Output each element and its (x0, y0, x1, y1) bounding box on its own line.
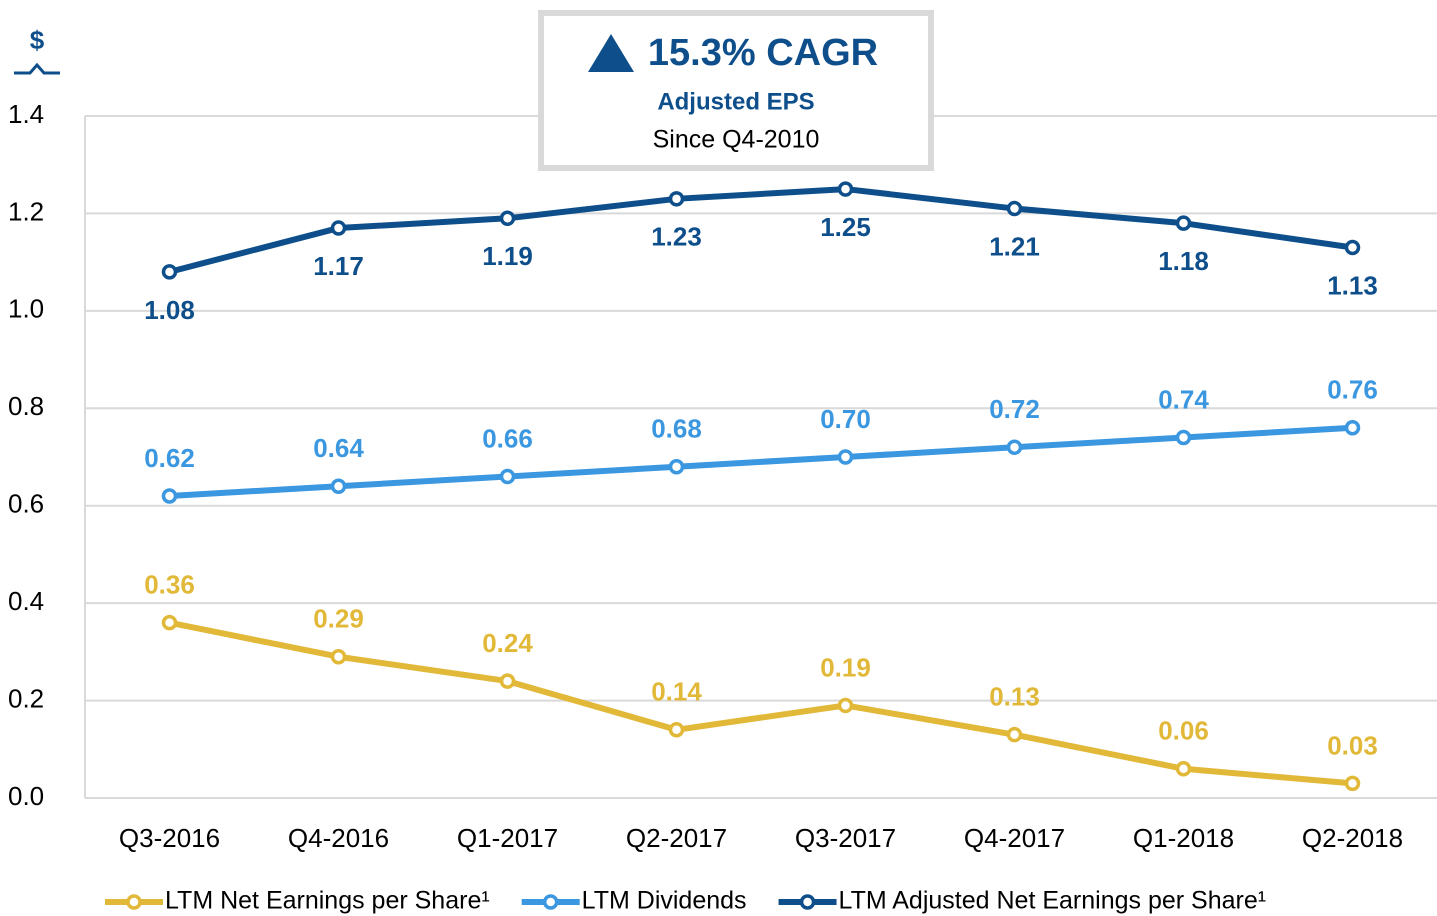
point (668, 722, 685, 738)
x-tick-label: Q1-2017 (457, 823, 558, 853)
data-label: 0.76 (1327, 375, 1378, 405)
data-label: 0.06 (1158, 716, 1209, 746)
data-label: 0.68 (651, 414, 702, 444)
data-label: 1.17 (313, 251, 364, 281)
point (668, 458, 685, 475)
y-tick-label: 0.4 (8, 586, 44, 616)
point (499, 673, 516, 689)
legend-label: LTM Adjusted Net Earnings per Share¹ (839, 887, 1267, 915)
data-label: 1.25 (820, 212, 871, 242)
data-label: 0.66 (482, 423, 533, 453)
data-label: 0.70 (820, 404, 871, 434)
data-label: 0.29 (313, 604, 364, 634)
point (837, 181, 854, 197)
series-line (169, 424, 1353, 499)
annotation-note: Since Q4-2010 (653, 126, 820, 154)
data-label: 1.13 (1327, 270, 1378, 300)
legend-marker (799, 894, 816, 910)
data-label: 0.36 (144, 570, 195, 600)
up-triangle (588, 34, 634, 72)
point (330, 220, 347, 236)
x-tick-label: Q4-2016 (288, 823, 389, 853)
x-tick-label: Q4-2017 (964, 823, 1065, 853)
y-tick-label: 1.2 (8, 196, 44, 226)
legend-label: LTM Dividends (582, 887, 747, 915)
point (499, 468, 516, 485)
legend-marker (542, 894, 559, 910)
point (1006, 200, 1023, 217)
data-label: 0.24 (482, 628, 533, 658)
series-line (168, 186, 1353, 275)
point (161, 264, 178, 280)
y-unit-label: $ (30, 25, 45, 55)
legend-marker (126, 894, 142, 910)
point (1006, 726, 1023, 743)
unit-ornament (14, 62, 60, 75)
data-label: 1.19 (482, 241, 533, 271)
y-tick-label: 1.0 (8, 294, 44, 324)
x-tick-label: Q1-2018 (1133, 823, 1234, 853)
x-tick-label: Q3-2017 (795, 823, 896, 853)
point (161, 488, 178, 504)
data-label: 1.23 (651, 222, 702, 252)
point (1006, 439, 1023, 456)
point (330, 648, 347, 665)
point (330, 478, 347, 494)
data-label: 0.03 (1327, 730, 1378, 760)
series-line (168, 619, 1353, 787)
data-label: 0.74 (1158, 384, 1209, 414)
data-label: 1.08 (144, 295, 195, 325)
y-tick-label: 0.2 (8, 683, 44, 713)
x-tick-label: Q2-2017 (626, 823, 727, 853)
point (668, 191, 685, 207)
x-tick-label: Q3-2016 (119, 823, 220, 853)
y-tick-label: 1.4 (8, 99, 44, 129)
annotation-subtitle: Adjusted EPS (657, 88, 814, 115)
data-label: 0.19 (820, 652, 871, 682)
y-tick-label: 0.0 (8, 781, 44, 811)
data-label: 1.18 (1158, 246, 1209, 276)
data-label: 0.62 (144, 443, 195, 473)
point (1175, 215, 1192, 231)
point (837, 697, 854, 714)
point (1175, 761, 1192, 777)
data-label: 0.64 (313, 433, 364, 463)
y-tick-label: 0.6 (8, 489, 44, 519)
x-tick-label: Q2-2018 (1302, 823, 1403, 853)
annotation-box (538, 10, 934, 171)
data-label: 0.72 (989, 394, 1040, 424)
point (837, 449, 854, 465)
data-label: 0.14 (651, 677, 702, 707)
point (1344, 239, 1361, 256)
data-label: 1.21 (989, 231, 1040, 261)
legend-label: LTM Net Earnings per Share¹ (165, 887, 490, 915)
point (499, 210, 516, 227)
annotation-headline: 15.3% CAGR (648, 32, 878, 74)
data-label: 0.13 (989, 682, 1040, 712)
point (1344, 775, 1361, 792)
point (1175, 429, 1192, 446)
y-tick-label: 0.8 (8, 391, 44, 421)
point (161, 614, 178, 631)
point (1344, 420, 1361, 436)
